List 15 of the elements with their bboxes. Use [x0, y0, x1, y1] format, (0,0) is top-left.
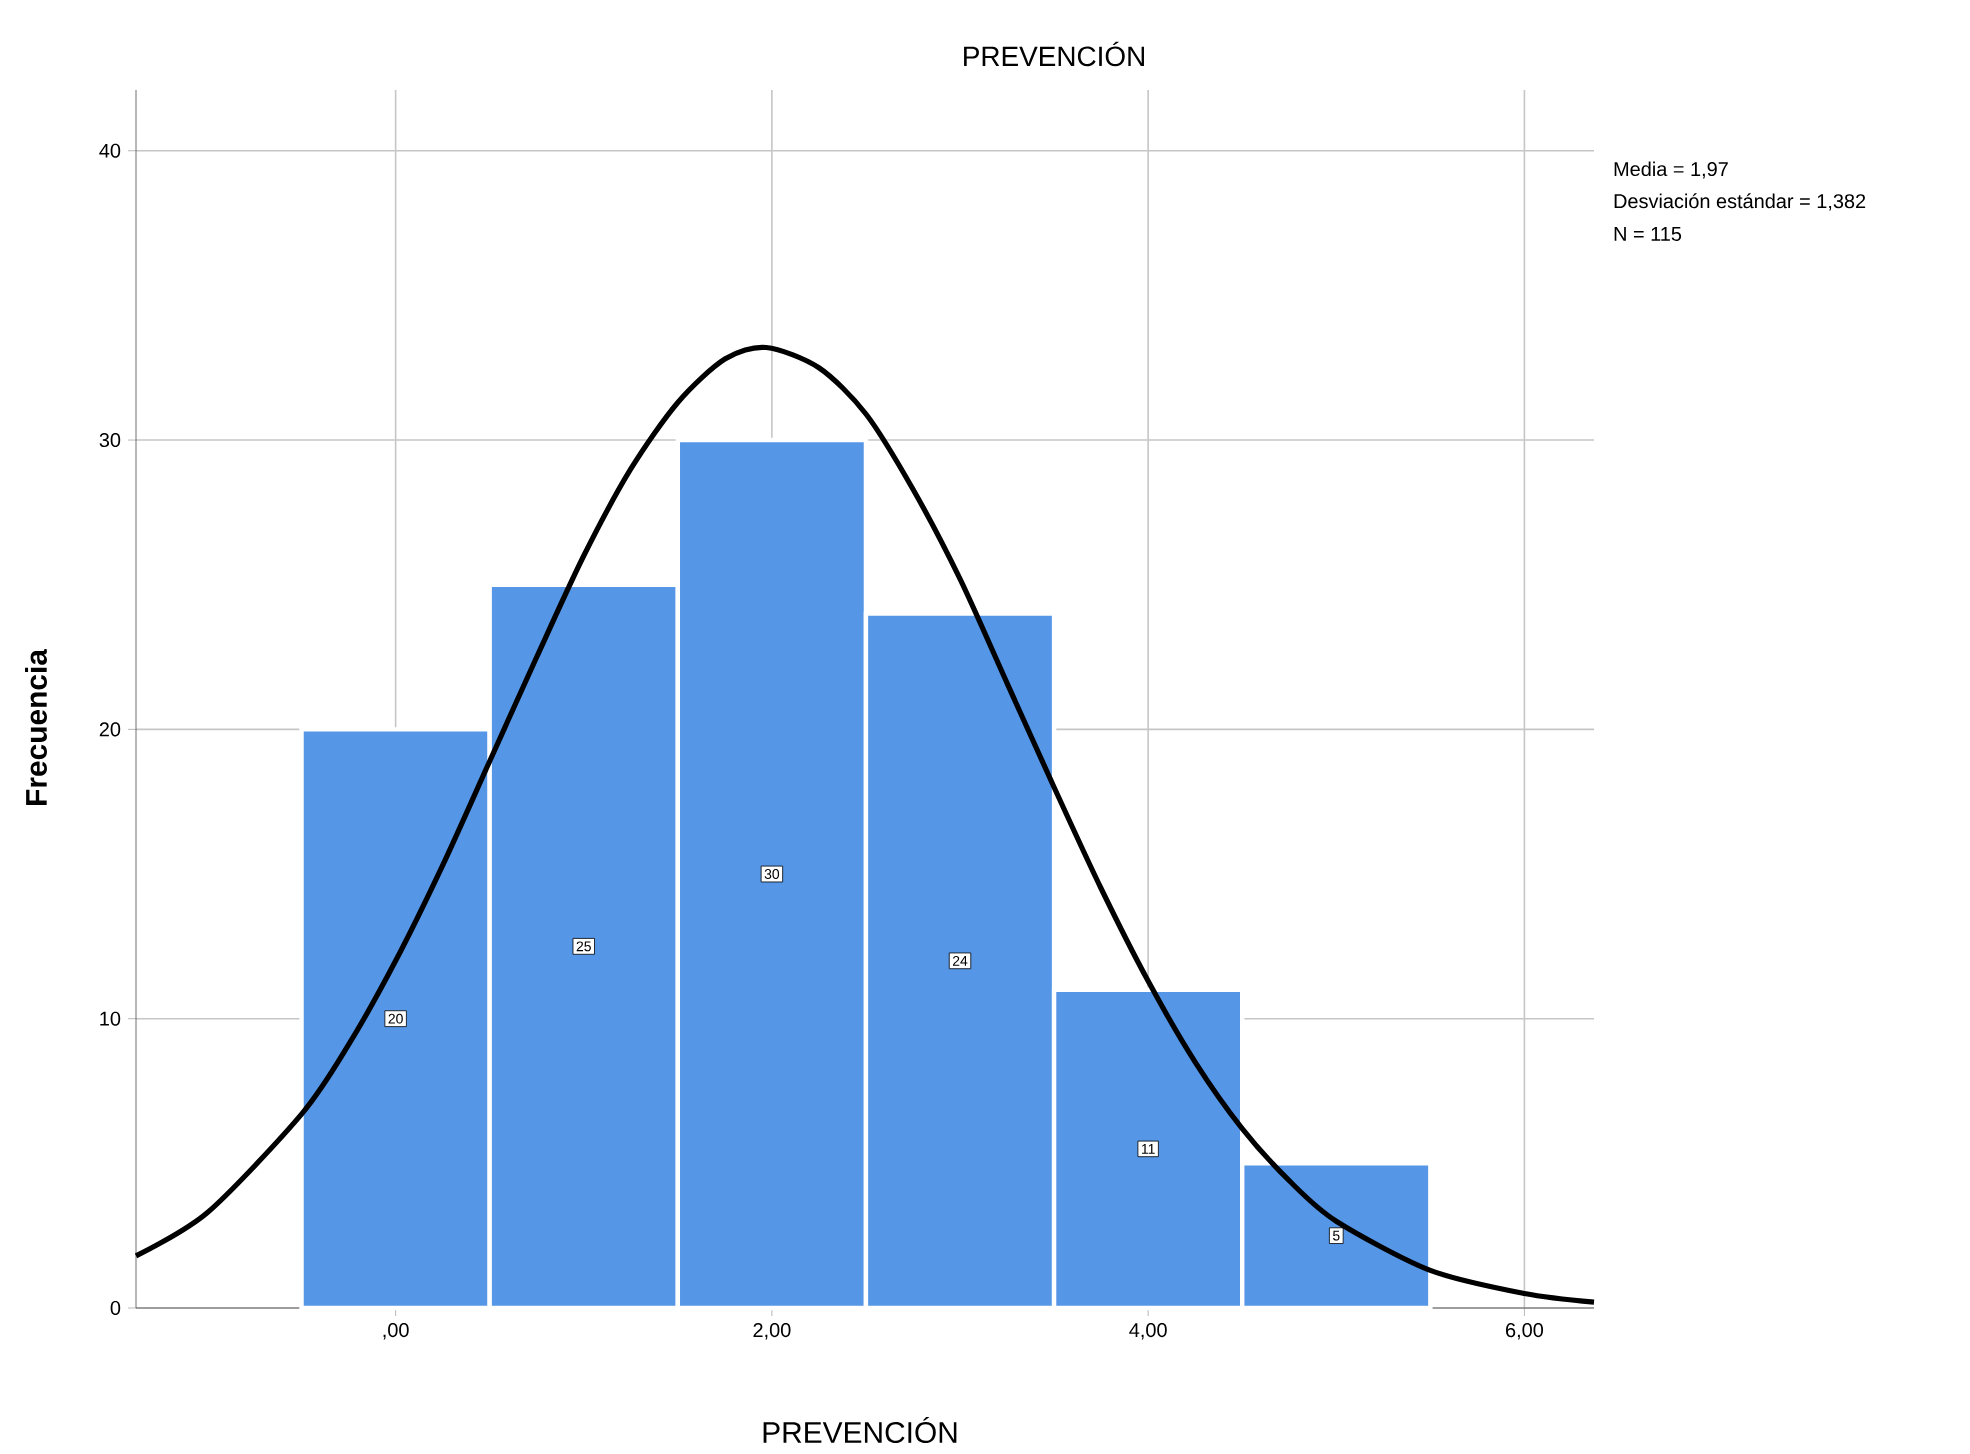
y-tick-label: 30 — [99, 433, 121, 448]
x-tick-label: 4,00 — [1129, 1323, 1167, 1340]
chart-title: PREVENCIÓN — [964, 41, 1144, 67]
x-tick-label: ,00 — [383, 1323, 409, 1340]
y-tick-label: 20 — [99, 722, 121, 737]
x-axis-title: PREVENCIÓN — [763, 1416, 957, 1444]
text: Desviación estándar = 1,382 — [1614, 193, 1866, 211]
x-tick-label: 6,00 — [1506, 1323, 1544, 1340]
y-axis-title: Frecuencia — [25, 648, 47, 805]
y-tick-label: 10 — [100, 1011, 121, 1026]
y-tick-label: 0 — [110, 1300, 121, 1316]
text: Media = 1,97 — [1614, 161, 1728, 179]
y-tick-label: 40 — [99, 143, 121, 158]
x-tick-label: 2,00 — [753, 1323, 791, 1340]
text: N = 115 — [1614, 227, 1682, 241]
